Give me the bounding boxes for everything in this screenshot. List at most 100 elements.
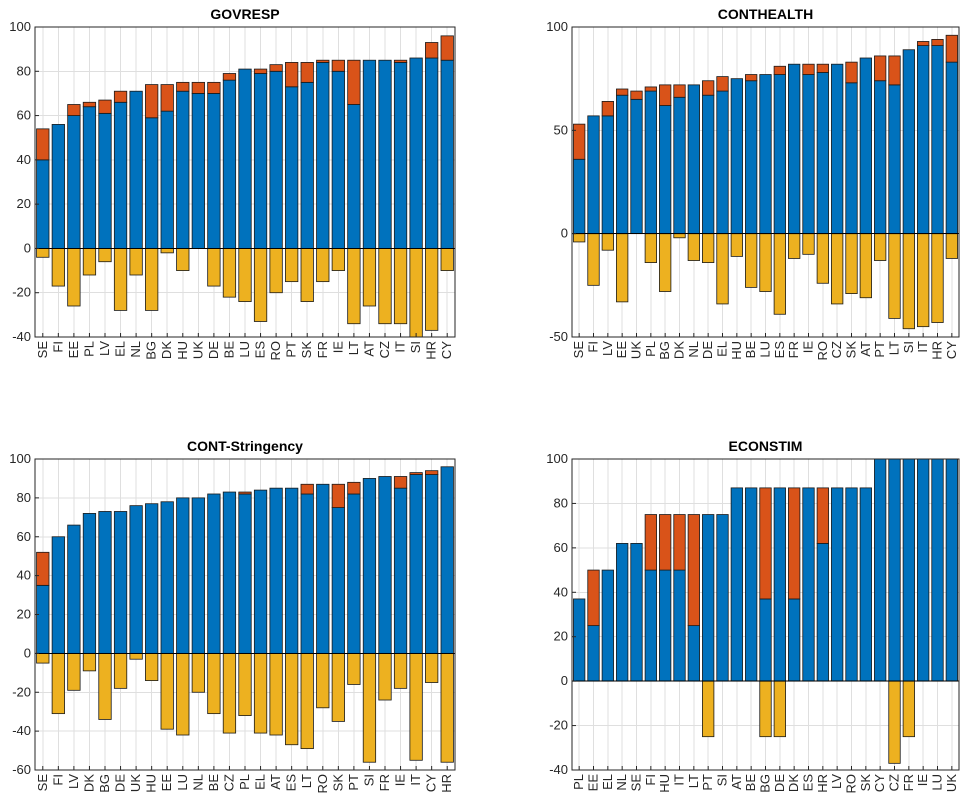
bar-extra-lt xyxy=(347,59,361,105)
bar-positive-hu xyxy=(176,90,190,249)
bar-negative-lt xyxy=(888,233,901,319)
bar-positive-si xyxy=(362,478,377,654)
bar-positive-nl xyxy=(129,90,143,249)
y-tick-label: 50 xyxy=(554,122,568,137)
bar-extra-hu xyxy=(176,81,190,92)
x-tick-label-si: SI xyxy=(361,774,376,786)
x-tick-label-lu: LU xyxy=(758,341,773,358)
x-tick-label-it: IT xyxy=(915,341,930,353)
bar-negative-dk xyxy=(160,248,174,254)
bar-positive-it xyxy=(409,474,423,654)
bar-negative-de xyxy=(773,680,786,738)
y-tick-label: 40 xyxy=(17,152,31,167)
bar-negative-fi xyxy=(51,248,65,287)
x-tick-label-lv: LV xyxy=(600,341,615,356)
bar-positive-cy xyxy=(425,474,439,654)
bar-extra-bg xyxy=(145,84,159,119)
x-tick-label-ro: RO xyxy=(844,774,859,794)
bar-negative-pt xyxy=(347,652,361,685)
bar-positive-dk xyxy=(673,96,686,235)
bar-negative-cy xyxy=(945,233,958,259)
bar-extra-lv xyxy=(601,101,614,117)
bar-positive-sk xyxy=(331,507,345,654)
x-tick-label-es: ES xyxy=(772,341,787,359)
bar-negative-ie xyxy=(802,233,815,255)
bar-extra-pt xyxy=(285,62,299,88)
x-tick-label-ro: RO xyxy=(815,341,830,361)
bar-extra-it xyxy=(393,59,408,63)
bar-positive-cz xyxy=(888,458,901,682)
bar-positive-fi xyxy=(644,569,657,682)
bar-negative-se xyxy=(36,248,50,258)
bar-positive-es xyxy=(285,487,299,654)
bar-positive-dk xyxy=(82,513,97,654)
bar-positive-es xyxy=(802,487,815,682)
bar-positive-cz xyxy=(222,491,237,654)
bar-positive-at xyxy=(859,57,872,235)
y-tick-label: 0 xyxy=(24,240,31,255)
x-tick-label-fi: FI xyxy=(643,774,658,786)
bar-negative-ro xyxy=(316,652,330,709)
bar-extra-pl xyxy=(644,86,657,92)
bar-positive-pt xyxy=(702,514,715,682)
bar-negative-fi xyxy=(587,233,600,286)
bar-extra-ie xyxy=(393,476,408,489)
x-tick-label-es: ES xyxy=(801,774,816,792)
bar-positive-ie xyxy=(393,487,408,654)
bar-extra-uk xyxy=(191,81,205,94)
bar-positive-fr xyxy=(378,476,392,654)
bar-extra-de xyxy=(702,80,715,96)
bar-positive-de xyxy=(113,511,128,654)
bar-extra-ee xyxy=(587,569,600,627)
bar-positive-de xyxy=(207,93,221,249)
bar-positive-be xyxy=(207,493,221,654)
bar-positive-it xyxy=(393,62,408,249)
y-tick-label: 60 xyxy=(17,108,31,123)
x-tick-label-pl: PL xyxy=(237,774,252,790)
bar-negative-bg xyxy=(98,652,112,720)
bar-negative-fr xyxy=(788,233,801,259)
bar-positive-uk xyxy=(945,458,958,682)
bar-positive-fr xyxy=(316,62,330,249)
bar-extra-se xyxy=(36,551,50,586)
bar-negative-at xyxy=(859,233,872,299)
x-tick-label-lt: LT xyxy=(887,341,902,355)
x-tick-label-at: AT xyxy=(729,774,744,790)
bar-positive-lv xyxy=(98,112,112,249)
x-tick-label-uk: UK xyxy=(944,774,959,792)
y-tick-label: 80 xyxy=(17,490,31,505)
x-tick-label-nl: NL xyxy=(614,774,629,791)
x-tick-label-se: SE xyxy=(629,774,644,792)
bar-extra-pl xyxy=(82,101,97,108)
bar-positive-lv xyxy=(67,524,81,654)
x-tick-label-cy: CY xyxy=(439,341,454,359)
x-tick-label-cz: CZ xyxy=(377,341,392,358)
x-tick-label-bg: BG xyxy=(657,341,672,360)
x-tick-label-de: DE xyxy=(772,774,787,792)
x-tick-label-ro: RO xyxy=(315,774,330,794)
bar-extra-se xyxy=(573,123,586,160)
bar-positive-es xyxy=(773,74,786,235)
x-tick-label-cz: CZ xyxy=(221,774,236,791)
bar-positive-nl xyxy=(687,84,700,235)
bar-negative-de xyxy=(113,652,128,689)
bar-extra-ro xyxy=(816,63,829,73)
bar-negative-lv xyxy=(601,233,614,251)
bar-positive-ie xyxy=(331,70,345,249)
bar-extra-lt xyxy=(888,55,901,86)
x-tick-label-pt: PT xyxy=(346,774,361,791)
y-tick-label: 60 xyxy=(554,540,568,555)
panel-govresp: GOVRESP -40 -20 0 20 40 60 80 100 SE FI EE PL LV EL NL… xyxy=(9,6,456,361)
bar-extra-el xyxy=(113,90,128,103)
bar-negative-pl xyxy=(644,233,657,264)
bar-positive-bg xyxy=(98,511,112,654)
bar-extra-se xyxy=(36,128,50,161)
bar-negative-pl xyxy=(238,652,252,716)
x-tick-label-cz: CZ xyxy=(829,341,844,358)
bar-negative-cy xyxy=(425,652,439,683)
x-tick-label-sk: SK xyxy=(330,774,345,792)
bar-negative-cy xyxy=(440,248,454,271)
bar-extra-hu xyxy=(659,514,672,571)
x-tick-label-uk: UK xyxy=(629,341,644,359)
